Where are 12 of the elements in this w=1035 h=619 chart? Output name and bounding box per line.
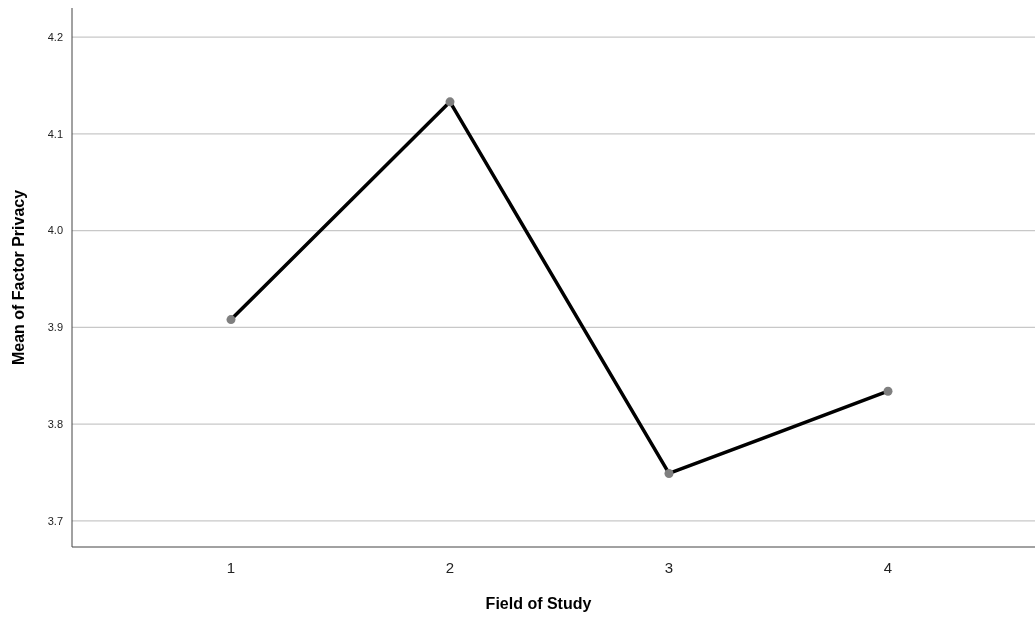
y-tick-label: 3.8: [47, 417, 63, 430]
y-tick-label: 4.0: [47, 224, 63, 237]
y-tick-label: 4.1: [47, 127, 63, 140]
y-tick-label: 4.2: [47, 30, 63, 43]
x-tick-label: 2: [445, 559, 455, 576]
x-tick-label: 4: [883, 559, 893, 576]
y-tick-label: 3.9: [47, 321, 63, 334]
y-axis-title: Mean of Factor Privacy: [10, 189, 27, 366]
y-tick-label: 3.7: [47, 514, 63, 527]
x-axis-title: Field of Study: [485, 595, 592, 612]
x-tick-label: 3: [664, 559, 674, 576]
x-tick-label: 1: [226, 559, 236, 576]
